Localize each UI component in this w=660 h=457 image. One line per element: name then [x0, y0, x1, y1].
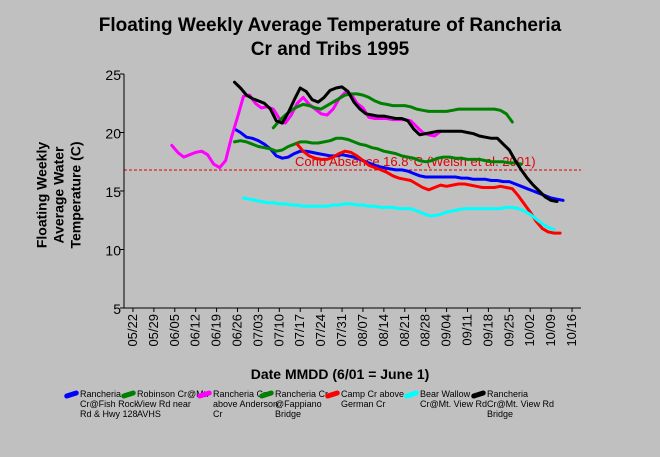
- series-line-4: [271, 92, 514, 130]
- y-tick-label: 20: [105, 126, 121, 142]
- x-tick-label: 08/14: [376, 314, 391, 347]
- x-tick-label: 10/16: [564, 314, 579, 347]
- x-tick-label: 10/09: [543, 314, 558, 347]
- chart-title-line-2: Cr and Tribs 1995: [250, 39, 410, 60]
- y-tick-label: 25: [105, 67, 121, 83]
- x-tick-label: 07/10: [271, 314, 286, 347]
- x-tick-label: 08/21: [397, 314, 412, 347]
- x-tick-label: 06/19: [209, 314, 224, 347]
- x-tick-label: 07/31: [334, 314, 349, 347]
- series-layer: [170, 80, 565, 235]
- x-tick-label: 07/03: [250, 314, 265, 347]
- x-axis-label: Date MMDD (6/01 = June 1): [250, 366, 430, 382]
- x-ticks: 05/22 05/29 06/05 06/12 06/19 06/26 07/03 07/10…: [125, 308, 579, 347]
- y-tick-label: 5: [113, 301, 121, 317]
- y-tick-label: 15: [105, 184, 121, 200]
- x-tick-label: 05/29: [146, 314, 161, 347]
- legend: Rancheria Cr@Fish Rock Rd & Hwy 128 Robin…: [0, 389, 660, 449]
- legend-swatch: [402, 389, 422, 400]
- x-tick-label: 09/11: [459, 314, 474, 346]
- x-tick-label: 06/12: [188, 314, 203, 347]
- y-tick-label: 10: [105, 243, 121, 259]
- legend-swatch: [257, 389, 277, 400]
- x-tick-label: 07/24: [313, 314, 328, 347]
- x-tick-label: 10/02: [522, 314, 537, 347]
- legend-label: Rancheria Cr above Anderson Cr: [213, 389, 279, 419]
- x-tick-label: 06/26: [230, 314, 245, 347]
- legend-label: Robinson Cr@Mt. View Rd near AVHS: [137, 389, 209, 419]
- x-tick-label: 08/07: [355, 314, 370, 347]
- x-tick-label: 09/18: [480, 314, 495, 347]
- legend-swatch: [195, 389, 215, 400]
- legend-label: Camp Cr above German Cr: [341, 389, 405, 409]
- legend-label: Bear Wallow Cr@Mt. View Rd: [420, 389, 487, 409]
- legend-swatch: [119, 389, 139, 400]
- legend-swatch: [323, 389, 343, 400]
- legend-swatch: [62, 389, 82, 400]
- series-line-1: [233, 127, 565, 202]
- x-tick-label: 09/04: [439, 314, 454, 347]
- legend-swatch: [469, 389, 489, 400]
- y-ticks: 5 10 15 20 25: [105, 67, 124, 317]
- x-tick-label: 05/22: [125, 314, 140, 347]
- chart-title: Floating Weekly Average Temperature of R…: [0, 14, 660, 62]
- legend-label: Rancheria Cr @Fappiano Bridge: [275, 389, 329, 419]
- chart-title-line-1: Floating Weekly Average Temperature of R…: [98, 15, 562, 36]
- series-line-6: [242, 196, 556, 232]
- series-line-5: [295, 142, 562, 235]
- x-tick-label: 07/17: [292, 314, 307, 347]
- series-line-7: [233, 80, 559, 203]
- legend-label: Rancheria Cr@Mt. View Rd Bridge: [487, 389, 554, 419]
- x-tick-label: 06/05: [167, 314, 182, 347]
- x-tick-label: 09/25: [501, 314, 516, 347]
- series-line-2: [233, 136, 523, 166]
- x-tick-label: 08/28: [418, 314, 433, 347]
- legend-label: Rancheria Cr@Fish Rock Rd & Hwy 128: [80, 389, 139, 419]
